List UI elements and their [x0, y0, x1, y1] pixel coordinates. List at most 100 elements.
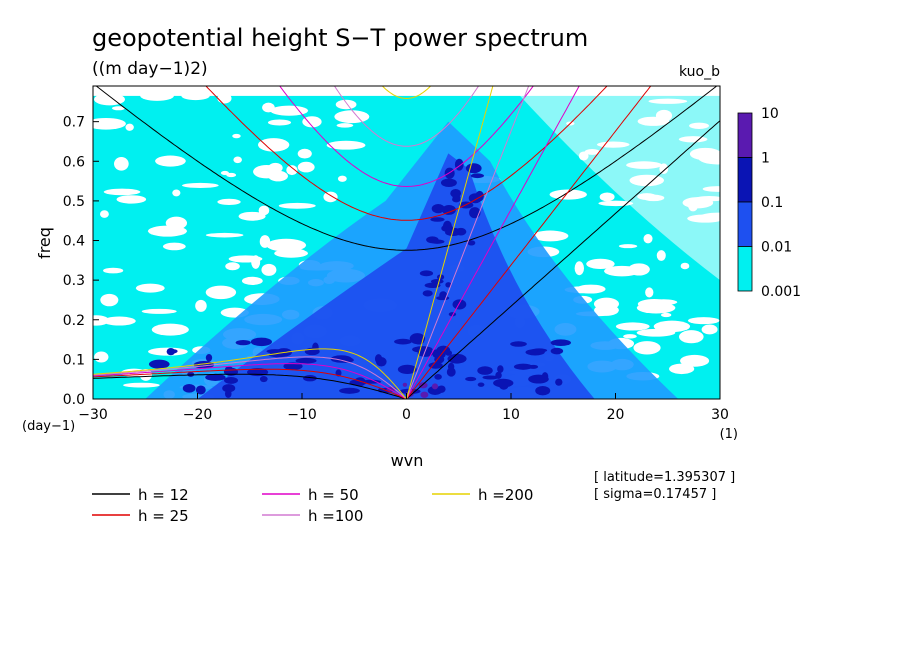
- power-gap: [162, 242, 186, 251]
- power-gap: [669, 363, 695, 375]
- power-gap: [111, 106, 126, 111]
- power-level-1: [424, 282, 441, 289]
- power-gap: [268, 162, 283, 173]
- power-gap: [653, 320, 691, 333]
- power-gap: [141, 308, 177, 314]
- power-gap: [574, 261, 585, 276]
- power-gap: [93, 117, 126, 130]
- power-level-1: [250, 337, 272, 347]
- power-gap: [623, 334, 637, 339]
- power-gap: [205, 285, 237, 300]
- power-gap: [262, 102, 275, 113]
- power-level-1: [429, 239, 445, 244]
- power-level-1: [312, 342, 319, 353]
- y-tick-label: 0.2: [63, 313, 85, 329]
- power-level-1: [436, 345, 451, 355]
- colorbar-segment: [737, 246, 753, 292]
- power-gap: [649, 299, 678, 306]
- power-level-10: [402, 382, 408, 387]
- gravity-curve: [205, 86, 608, 221]
- power-level-1: [437, 385, 446, 393]
- power-level-1: [428, 362, 443, 369]
- power-gap: [261, 263, 277, 276]
- power-level-1: [535, 386, 551, 396]
- power-gap: [232, 133, 241, 139]
- y-tick-label: 0.7: [63, 115, 85, 131]
- power-gap: [337, 175, 347, 182]
- x-tick-label: 30: [711, 407, 729, 423]
- power-level-1: [397, 364, 417, 374]
- power-level-1: [224, 389, 232, 398]
- power-gap: [125, 123, 134, 131]
- power-gap: [151, 323, 189, 336]
- colorbar-label: 0.01: [761, 240, 792, 256]
- colorbar-label: 0.1: [761, 195, 783, 211]
- power-level-1: [444, 167, 455, 179]
- legend-label: h = 25: [138, 507, 189, 525]
- power-level-1: [467, 240, 476, 246]
- power-gap: [633, 341, 661, 355]
- power-gap: [226, 172, 237, 178]
- power-gap: [335, 112, 364, 121]
- power-gap: [615, 322, 650, 331]
- power-level-1: [419, 270, 434, 277]
- power-level-1: [446, 367, 456, 377]
- power-gap: [604, 265, 640, 277]
- power-level-1: [409, 333, 426, 345]
- power-gap: [701, 324, 718, 335]
- rossby-curve: [93, 348, 407, 399]
- power-level-10: [420, 391, 429, 398]
- power-level-10: [431, 383, 439, 390]
- y-tick-label: 0.3: [63, 273, 85, 289]
- power-level-1: [450, 189, 462, 198]
- power-level-1: [205, 373, 226, 381]
- power-gap: [266, 238, 307, 252]
- legend-label: h =200: [478, 486, 533, 504]
- power-level-1: [374, 354, 383, 364]
- power-gap: [656, 250, 666, 261]
- power-gap: [531, 230, 569, 242]
- power-gap: [549, 189, 587, 200]
- gravity-curve: [95, 86, 718, 251]
- run-label: kuo_b: [679, 64, 720, 80]
- colorbar-segment: [737, 157, 753, 203]
- spectrum-contours: [93, 86, 720, 399]
- power-gap: [680, 262, 690, 270]
- colorbar-label: 1: [761, 151, 770, 167]
- power-gap: [586, 258, 615, 270]
- x-tick-label: 20: [607, 407, 625, 423]
- power-gap: [302, 116, 322, 128]
- power-gap: [217, 93, 232, 104]
- dispersion-curves: [93, 86, 720, 399]
- power-level-1: [295, 357, 317, 364]
- power-level-1: [222, 384, 236, 393]
- power-gap: [165, 216, 188, 230]
- x-tick-label: −30: [78, 407, 108, 423]
- power-gap: [123, 382, 160, 388]
- power-level-1: [447, 362, 455, 371]
- power-level-1: [430, 279, 444, 284]
- x-unit-label: (1): [720, 427, 738, 442]
- power-level-1: [148, 359, 170, 369]
- chart-title: geopotential height S−T power spectrum: [92, 24, 588, 52]
- y-axis-label: freq: [35, 227, 54, 259]
- power-gap: [140, 90, 174, 101]
- kelvin-curve: [406, 86, 580, 399]
- power-gap: [205, 232, 244, 238]
- power-level-1: [430, 217, 445, 222]
- power-gap: [599, 192, 615, 202]
- power-gap: [100, 210, 109, 218]
- power-gap: [100, 293, 119, 307]
- power-gap: [278, 202, 316, 209]
- power-gap: [94, 351, 109, 363]
- power-level-1: [235, 339, 251, 346]
- power-gap: [661, 312, 672, 318]
- power-level-1: [555, 378, 563, 386]
- power-gap: [220, 170, 229, 176]
- sigma-annotation: [ sigma=0.17457 ]: [594, 487, 716, 502]
- power-level-1: [455, 227, 467, 236]
- y-tick-label: 0.1: [63, 352, 85, 368]
- power-gap: [336, 123, 354, 128]
- power-level-1: [330, 355, 352, 363]
- power-level-1: [550, 347, 564, 355]
